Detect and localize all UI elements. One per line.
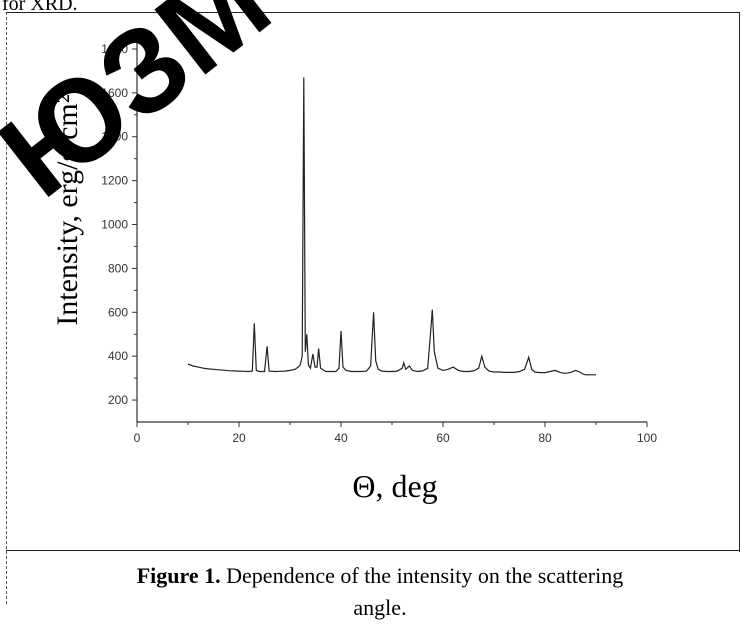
- y-tick-label: 1200: [101, 174, 128, 188]
- figure-caption: Figure 1. Dependence of the intensity on…: [120, 560, 640, 624]
- y-tick-label: 1800: [101, 42, 128, 56]
- y-axis-title: Intensity, erg/s·cm²: [51, 94, 84, 325]
- y-tick-label: 1600: [101, 86, 128, 100]
- caption-text: Dependence of the intensity on the scatt…: [220, 563, 624, 620]
- preceding-text: for XRD.: [2, 0, 78, 15]
- y-tick-label: 600: [108, 305, 128, 319]
- y-tick-label: 200: [108, 393, 128, 407]
- figure-left-border: [6, 12, 741, 604]
- figure-frame-right: [739, 12, 740, 552]
- y-tick-label: 400: [108, 349, 128, 363]
- y-tick-label: 1000: [101, 218, 128, 232]
- figure-frame-top: [6, 12, 740, 13]
- x-axis-title: Θ, deg: [352, 468, 437, 504]
- xrd-chart: 0 20 40 60 80 100 200 400 600 800 1000 1200 1400 1600…: [0, 0, 657, 504]
- x-tick-label: 100: [637, 431, 657, 445]
- y-tick-label: 1400: [101, 130, 128, 144]
- caption-label: Figure 1.: [136, 563, 221, 588]
- y-tick-label: 800: [108, 261, 128, 275]
- series-line: [187, 77, 596, 376]
- x-tick-label: 40: [334, 431, 348, 445]
- figure-caption-divider: [6, 550, 740, 551]
- x-tick-label: 0: [134, 431, 141, 445]
- x-tick-label: 60: [436, 431, 450, 445]
- x-tick-label: 80: [538, 431, 552, 445]
- watermark-text: ЮЗМ: [0, 0, 294, 222]
- x-tick-label: 20: [232, 431, 246, 445]
- chart-ticks: 0 20 40 60 80 100 200 400 600 800 1000 1200 1400 1600…: [101, 42, 657, 445]
